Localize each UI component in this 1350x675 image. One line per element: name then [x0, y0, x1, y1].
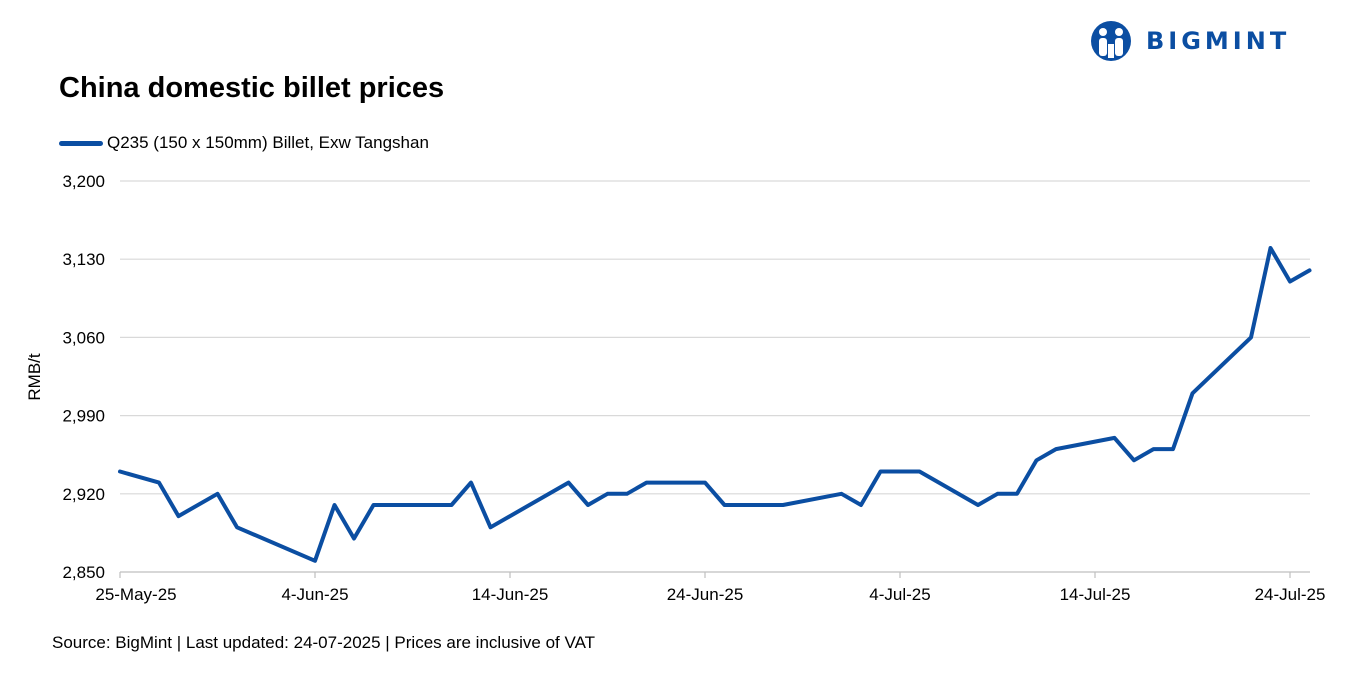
legend-swatch [59, 140, 103, 146]
x-tick-label: 4-Jul-25 [869, 585, 930, 604]
y-tick-label: 3,130 [62, 250, 105, 269]
source-note: Source: BigMint | Last updated: 24-07-20… [52, 633, 596, 652]
y-tick-label: 2,990 [62, 407, 105, 426]
x-tick-label: 24-Jul-25 [1255, 585, 1326, 604]
y-axis-ticks: 2,850 2,920 2,990 3,060 3,130 3,200 [62, 172, 105, 582]
x-axis: 25-May-25 4-Jun-25 14-Jun-25 24-Jun-25 4-Jul… [95, 571, 1326, 604]
series-line [118, 246, 1312, 563]
chart-legend: Q235 (150 x 150mm) Billet, Exw Tangshan [59, 133, 429, 153]
chart-title: China domestic billet prices [59, 72, 445, 104]
brand-logo: BIGMINT [1088, 20, 1290, 62]
y-tick-label: 2,850 [62, 563, 105, 582]
x-tick-label: 14-Jul-25 [1060, 585, 1131, 604]
bigmint-logo-icon [1091, 21, 1131, 61]
y-tick-label: 3,060 [62, 328, 105, 347]
y-axis-label: RMB/t [25, 353, 44, 401]
legend-label: Q235 (150 x 150mm) Billet, Exw Tangshan [107, 133, 429, 152]
x-tick-label: 24-Jun-25 [667, 585, 744, 604]
series-layer [118, 246, 1312, 563]
brand-name: BIGMINT [1146, 27, 1291, 55]
grid-lines [120, 180, 1310, 495]
y-tick-label: 2,920 [62, 485, 105, 504]
x-tick-label: 4-Jun-25 [281, 585, 348, 604]
y-tick-label: 3,200 [62, 172, 105, 191]
x-tick-label: 14-Jun-25 [472, 585, 549, 604]
x-tick-label: 25-May-25 [95, 585, 176, 604]
